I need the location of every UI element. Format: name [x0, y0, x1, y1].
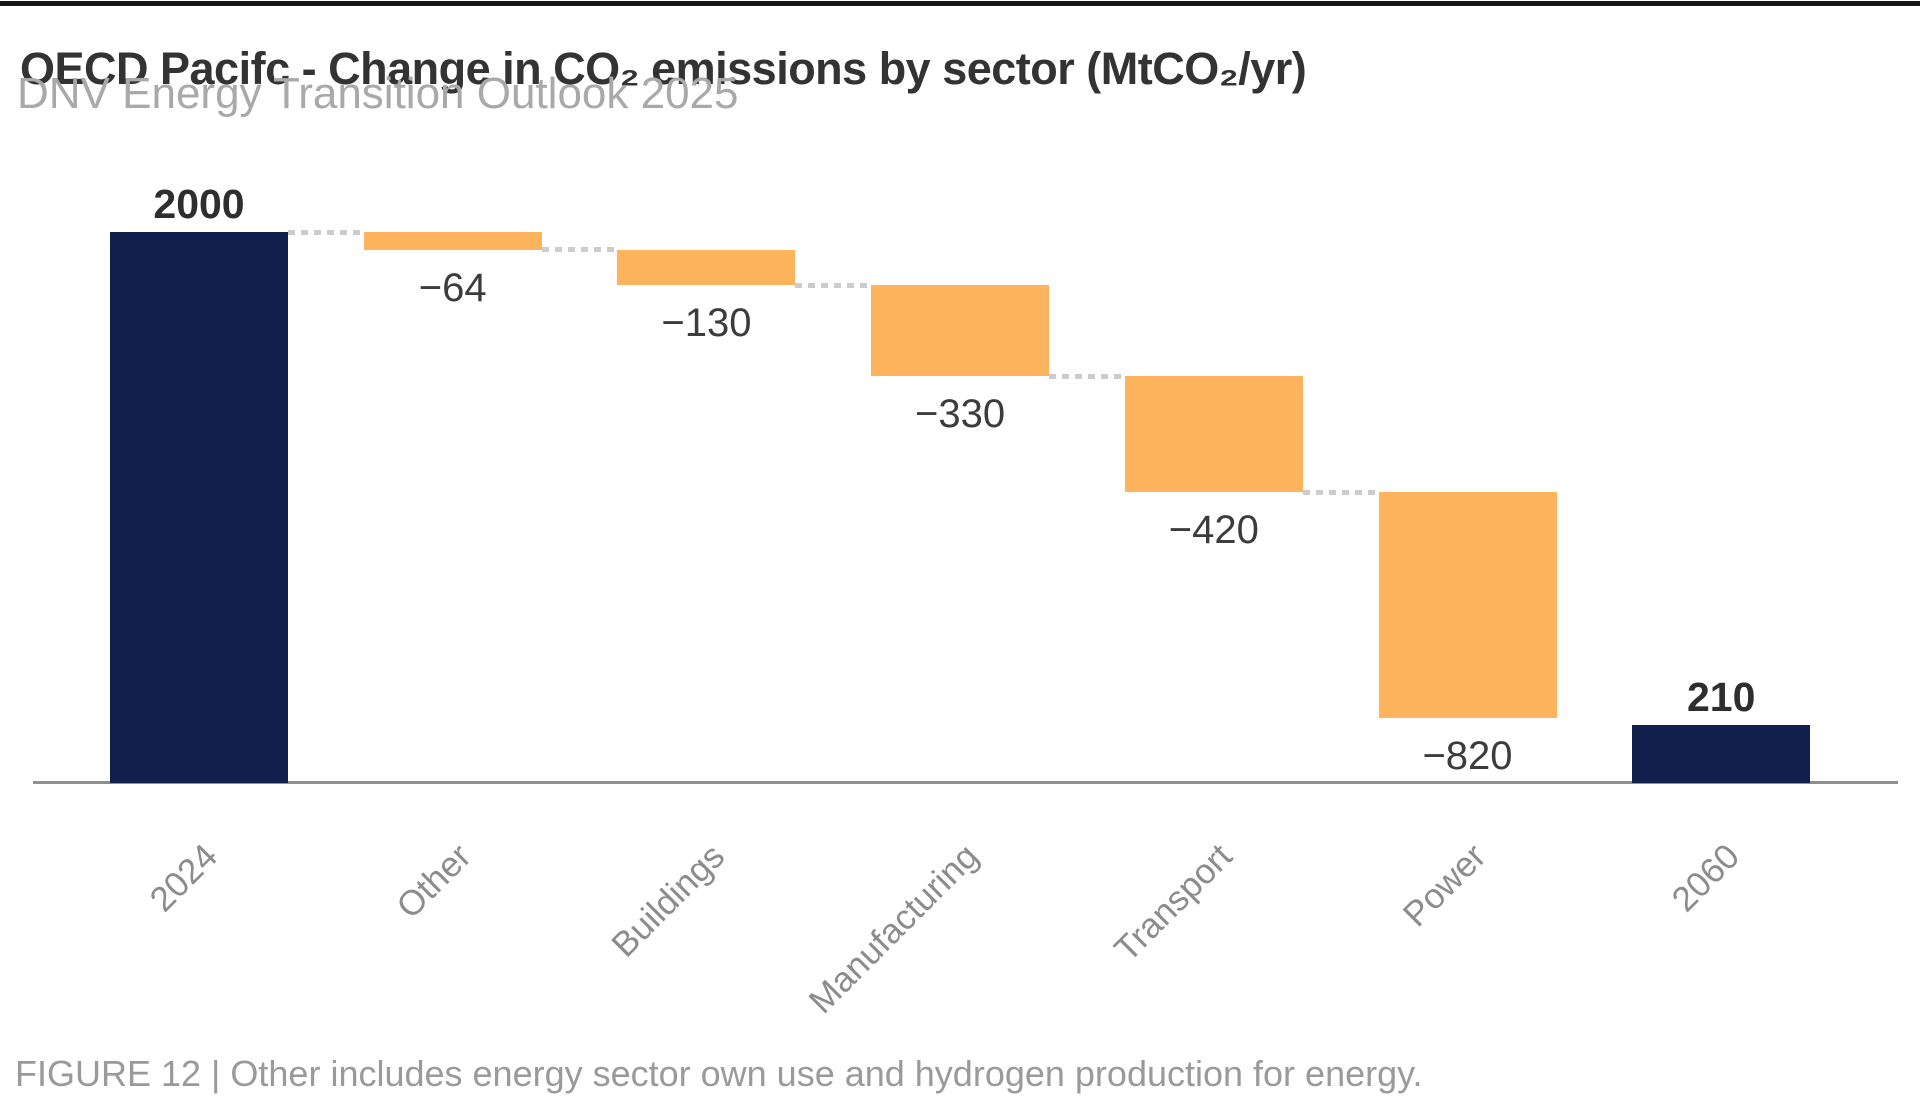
category-label-buildings: Buildings — [604, 836, 733, 965]
bar-power — [1378, 492, 1557, 718]
connector-other — [288, 229, 364, 235]
value-label-2024: 2000 — [153, 181, 245, 227]
connector-manufacturing — [795, 282, 872, 288]
value-label-transport: −420 — [1168, 508, 1259, 553]
bar-manufacturing — [871, 285, 1050, 377]
bar-other — [363, 232, 542, 250]
chart-title: OECD Pacifc - Change in CO₂ emissions by… — [20, 43, 1307, 95]
bar-2024 — [110, 232, 288, 783]
category-label-2060: 2060 — [1664, 836, 1748, 920]
value-label-power: −820 — [1422, 733, 1513, 778]
value-label-buildings: −130 — [661, 301, 752, 346]
value-label-other: −64 — [418, 265, 487, 310]
category-label-power: Power — [1395, 836, 1494, 935]
bar-2060 — [1632, 725, 1811, 783]
value-label-2060: 210 — [1686, 674, 1756, 721]
top-rule — [0, 1, 1920, 6]
connector-power — [1302, 489, 1379, 495]
x-axis-baseline — [33, 781, 1898, 784]
figure-caption: FIGURE 12 | Other includes energy sector… — [15, 1053, 1423, 1094]
bar-buildings — [617, 249, 796, 286]
category-label-transport: Transport — [1107, 836, 1240, 970]
category-label-2024: 2024 — [142, 836, 226, 920]
category-label-other: Other — [389, 836, 479, 927]
bar-transport — [1124, 376, 1303, 493]
chart-subtitle: DNV Energy Transition Outlook 2025 — [17, 69, 739, 118]
connector-buildings — [541, 247, 618, 253]
value-label-manufacturing: −330 — [915, 392, 1006, 437]
connector-transport — [1049, 373, 1125, 379]
category-label-manufacturing: Manufacturing — [801, 836, 987, 1021]
